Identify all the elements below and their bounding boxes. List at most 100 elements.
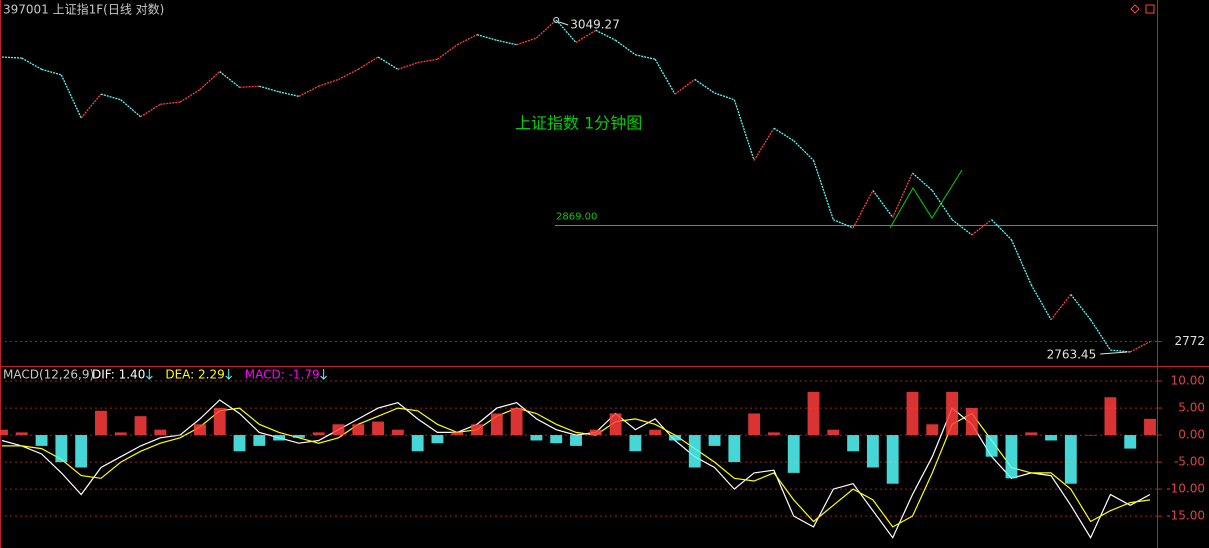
macd-bar — [550, 435, 563, 444]
price-segment — [892, 172, 914, 218]
macd-bar — [946, 391, 959, 436]
macd-bar — [748, 413, 761, 436]
macd-bar — [1064, 435, 1077, 484]
macd-bar — [352, 424, 365, 436]
macd-bar — [0, 429, 8, 436]
macd-bar — [669, 435, 681, 441]
price-segment — [535, 19, 557, 39]
price-segment — [179, 89, 201, 103]
price-segment — [21, 57, 42, 70]
max-marker — [553, 16, 560, 23]
price-segment — [437, 44, 458, 60]
y-tick-label: -10.00 — [1166, 482, 1205, 496]
price-segment — [1010, 239, 1032, 286]
price-segment — [239, 85, 260, 88]
indicator-line — [2, 407, 1151, 528]
legend-arrow — [225, 369, 233, 380]
macd-bar — [233, 435, 246, 452]
price-segment — [793, 140, 814, 161]
icon-diamond[interactable] — [1130, 4, 1140, 14]
macd-bar — [193, 424, 206, 436]
price-segment — [219, 71, 240, 88]
price-segment — [298, 85, 319, 97]
price-segment — [1070, 294, 1092, 321]
price-segment — [338, 68, 359, 81]
macd-bar — [431, 435, 444, 444]
price-segment — [357, 56, 379, 70]
legend-arrow — [320, 369, 327, 380]
chart-title: 397001 上证指1F(日线 对数) — [3, 2, 164, 17]
macd-bar — [847, 435, 860, 452]
macd-bar — [312, 432, 325, 436]
price-segment — [516, 37, 537, 46]
price-segment — [41, 68, 62, 76]
macd-bar — [688, 435, 701, 468]
drawn-line — [889, 169, 963, 229]
y-tick-label: 0.00 — [1178, 428, 1205, 442]
legend-arrow — [145, 369, 153, 380]
legend-entry: DEA: 2.29 — [165, 368, 224, 382]
price-segment — [852, 190, 874, 229]
legend-entry: MACD: -1.79 — [245, 368, 320, 382]
macd-bar — [649, 429, 662, 436]
price-segment — [60, 74, 82, 119]
macd-bar — [570, 435, 582, 446]
macd-bar — [1025, 432, 1038, 436]
macd-bar — [332, 424, 345, 436]
y-tick-label: 5.00 — [1178, 401, 1205, 415]
macd-bar — [35, 435, 48, 446]
macd-bar — [55, 435, 68, 463]
macd-bar — [1124, 435, 1137, 449]
horizontal-line-label: 2869.00 — [556, 212, 597, 223]
macd-bar — [253, 435, 266, 446]
macd-bar — [174, 435, 187, 436]
macd-bar — [213, 408, 226, 436]
macd-bar — [510, 408, 523, 436]
macd-bar — [372, 421, 385, 436]
macd-bar — [95, 410, 107, 436]
price-segment — [377, 56, 399, 70]
price-segment — [773, 127, 795, 142]
macd-bar — [807, 391, 820, 436]
price-segment — [753, 127, 775, 161]
price-segment — [694, 78, 715, 94]
macd-bar — [114, 432, 127, 436]
price-segment — [80, 93, 102, 119]
price-segment — [140, 103, 161, 118]
macd-bar — [886, 435, 899, 484]
price-segment — [120, 99, 141, 118]
macd-bar — [866, 435, 879, 468]
macd-bar — [1104, 397, 1117, 436]
price-segment — [674, 78, 696, 95]
macd-bar — [708, 435, 721, 446]
price-segment — [833, 219, 854, 229]
macd-bar — [530, 435, 543, 441]
price-segment — [199, 71, 221, 91]
price-segment — [318, 78, 339, 87]
macd-bar — [1045, 435, 1057, 441]
max-pointer — [559, 21, 569, 26]
price-segment — [654, 58, 676, 95]
price-segment — [100, 93, 121, 101]
icon-window[interactable] — [1145, 4, 1155, 14]
price-segment — [1050, 294, 1072, 321]
price-segment — [615, 39, 636, 56]
indicator-title: MACD(12,26,9) — [3, 368, 94, 382]
price-segment — [991, 219, 1012, 241]
price-segment — [397, 61, 418, 70]
macd-bar — [1144, 418, 1156, 436]
price-segment — [456, 34, 478, 46]
price-segment — [1030, 284, 1052, 321]
macd-bar — [292, 435, 305, 438]
macd-bar — [391, 429, 404, 436]
price-segment — [259, 85, 280, 93]
price-segment — [496, 39, 517, 46]
price-segment — [417, 58, 438, 64]
macd-bar — [609, 413, 622, 436]
macd-bar — [154, 429, 167, 436]
price-segment — [595, 29, 616, 41]
min-label: 2763.45 — [1047, 347, 1097, 361]
price-segment — [971, 219, 993, 236]
